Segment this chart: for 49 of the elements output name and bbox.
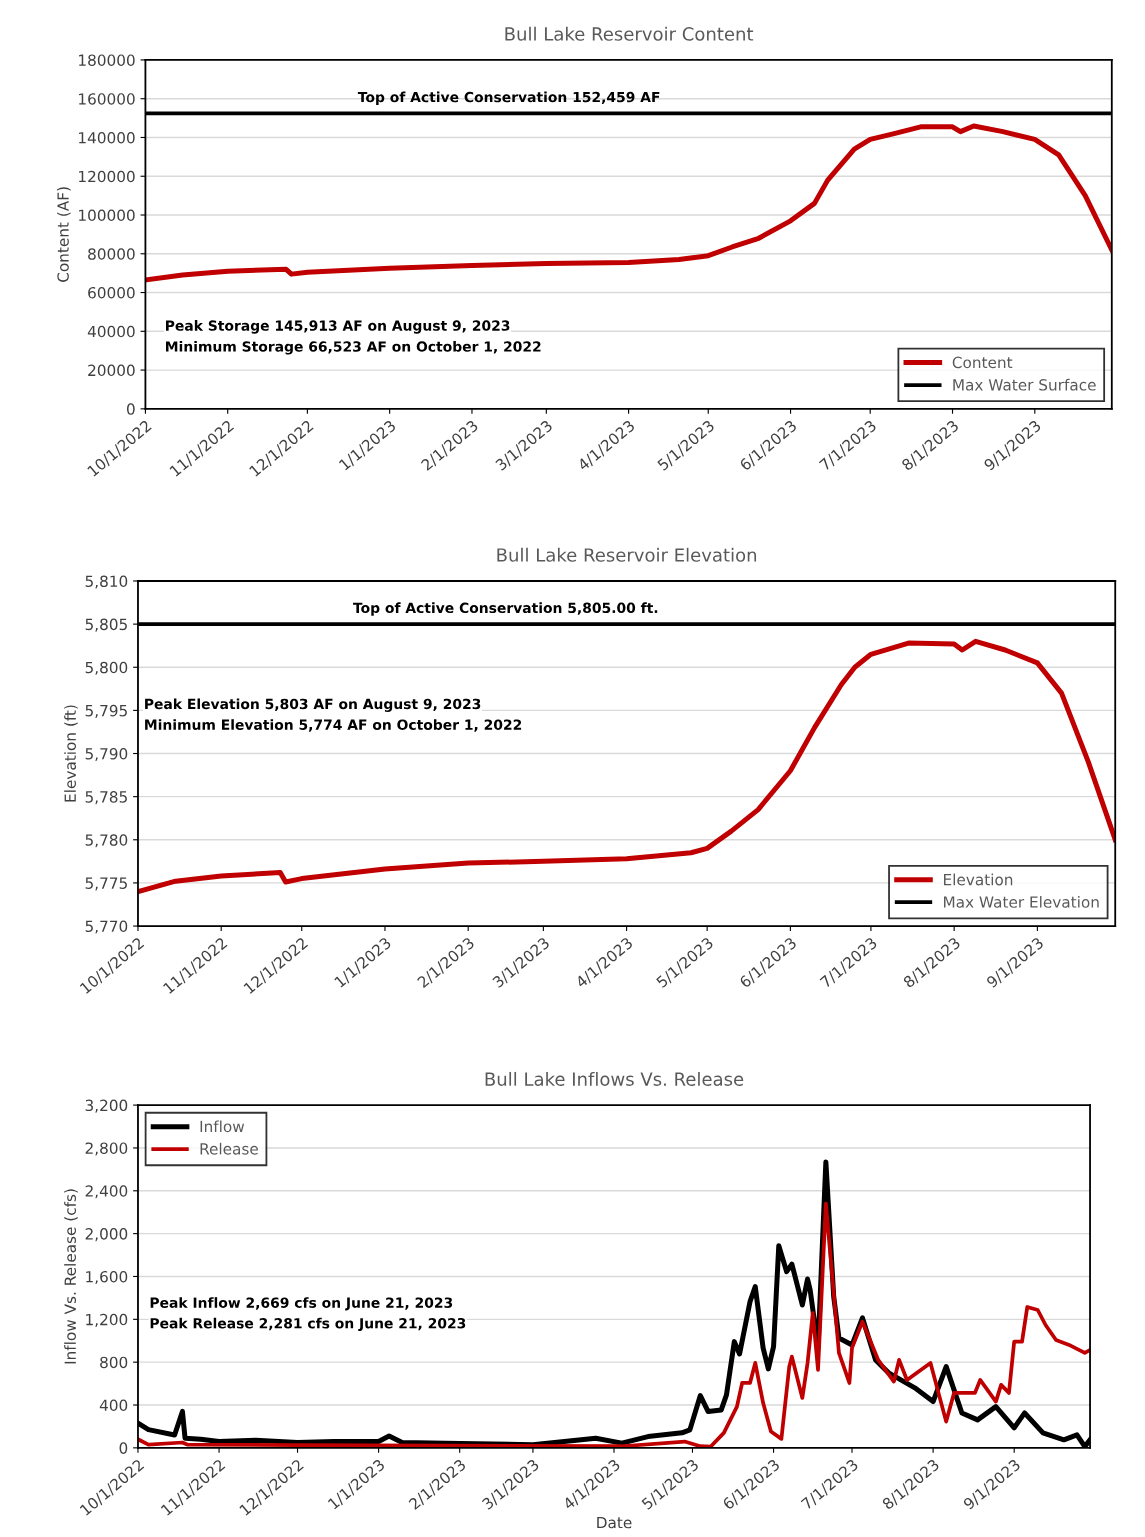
y-tick-label: 0 bbox=[119, 1442, 128, 1454]
y-tick-label: 140000 bbox=[79, 131, 135, 144]
y-tick-label: 5,810 bbox=[85, 575, 128, 589]
chart-title: Bull Lake Inflows Vs. Release bbox=[485, 1071, 744, 1086]
y-tick-label: 40000 bbox=[87, 325, 135, 338]
y-tick-label: 120000 bbox=[79, 170, 135, 183]
annotation: Top of Active Conservation 152,459 AF bbox=[357, 91, 660, 105]
legend-label: Release bbox=[200, 1142, 258, 1155]
y-tick-label: 2,000 bbox=[85, 1228, 128, 1242]
annotation: Peak Release 2,281 cfs on June 21, 2023 bbox=[150, 1317, 466, 1332]
annotation: Top of Active Conservation 5,805.00 ft. bbox=[353, 602, 658, 616]
y-tick-label: 100000 bbox=[79, 209, 135, 222]
annotation: Peak Elevation 5,803 AF on August 9, 2023 bbox=[145, 698, 481, 712]
legend-label: Max Water Elevation bbox=[944, 895, 1099, 908]
x-axis-title: Date bbox=[597, 1516, 632, 1529]
annotation: Minimum Storage 66,523 AF on October 1, 2022 bbox=[166, 341, 541, 355]
y-tick-label: 5,785 bbox=[85, 791, 127, 805]
chart-title: Bull Lake Reservoir Elevation bbox=[497, 547, 757, 562]
legend-label: Max Water Surface bbox=[953, 378, 1096, 391]
y-axis-title: Content (AF) bbox=[57, 187, 71, 282]
y-tick-label: 20000 bbox=[88, 364, 135, 377]
y-tick-label: 5,805 bbox=[85, 618, 127, 632]
y-tick-label: 3,200 bbox=[85, 1099, 128, 1113]
annotation: Peak Storage 145,913 AF on August 9, 2023 bbox=[166, 320, 510, 334]
y-axis-title: Elevation (ft) bbox=[64, 705, 78, 802]
annotation: Peak Inflow 2,669 cfs on June 21, 2023 bbox=[150, 1297, 453, 1311]
y-tick-label: 5,780 bbox=[85, 834, 128, 848]
legend-label: Content bbox=[952, 356, 1013, 369]
annotation: Minimum Elevation 5,774 AF on October 1, 2022 bbox=[145, 719, 522, 732]
y-tick-label: 5,770 bbox=[85, 920, 128, 934]
y-tick-label: 2,400 bbox=[85, 1185, 128, 1199]
chart-title: Bull Lake Reservoir Content bbox=[505, 26, 754, 41]
y-tick-label: 1,200 bbox=[86, 1313, 128, 1327]
y-tick-label: 400 bbox=[99, 1399, 128, 1412]
y-tick-label: 180000 bbox=[79, 54, 135, 66]
y-tick-label: 5,795 bbox=[85, 704, 127, 718]
y-tick-label: 80000 bbox=[88, 248, 135, 260]
y-tick-label: 5,790 bbox=[85, 747, 128, 762]
y-tick-label: 1,600 bbox=[86, 1270, 128, 1285]
y-tick-label: 60000 bbox=[88, 287, 135, 299]
y-axis-title: Inflow Vs. Release (cfs) bbox=[64, 1189, 78, 1364]
legend-label: Elevation bbox=[944, 873, 1013, 886]
y-tick-label: 5,800 bbox=[85, 661, 128, 675]
legend-label: Inflow bbox=[200, 1120, 245, 1133]
y-tick-label: 2,800 bbox=[85, 1142, 128, 1156]
y-tick-label: 160000 bbox=[79, 93, 135, 105]
y-tick-label: 0 bbox=[126, 403, 135, 415]
y-tick-label: 800 bbox=[100, 1356, 128, 1369]
y-tick-label: 5,775 bbox=[85, 877, 127, 891]
